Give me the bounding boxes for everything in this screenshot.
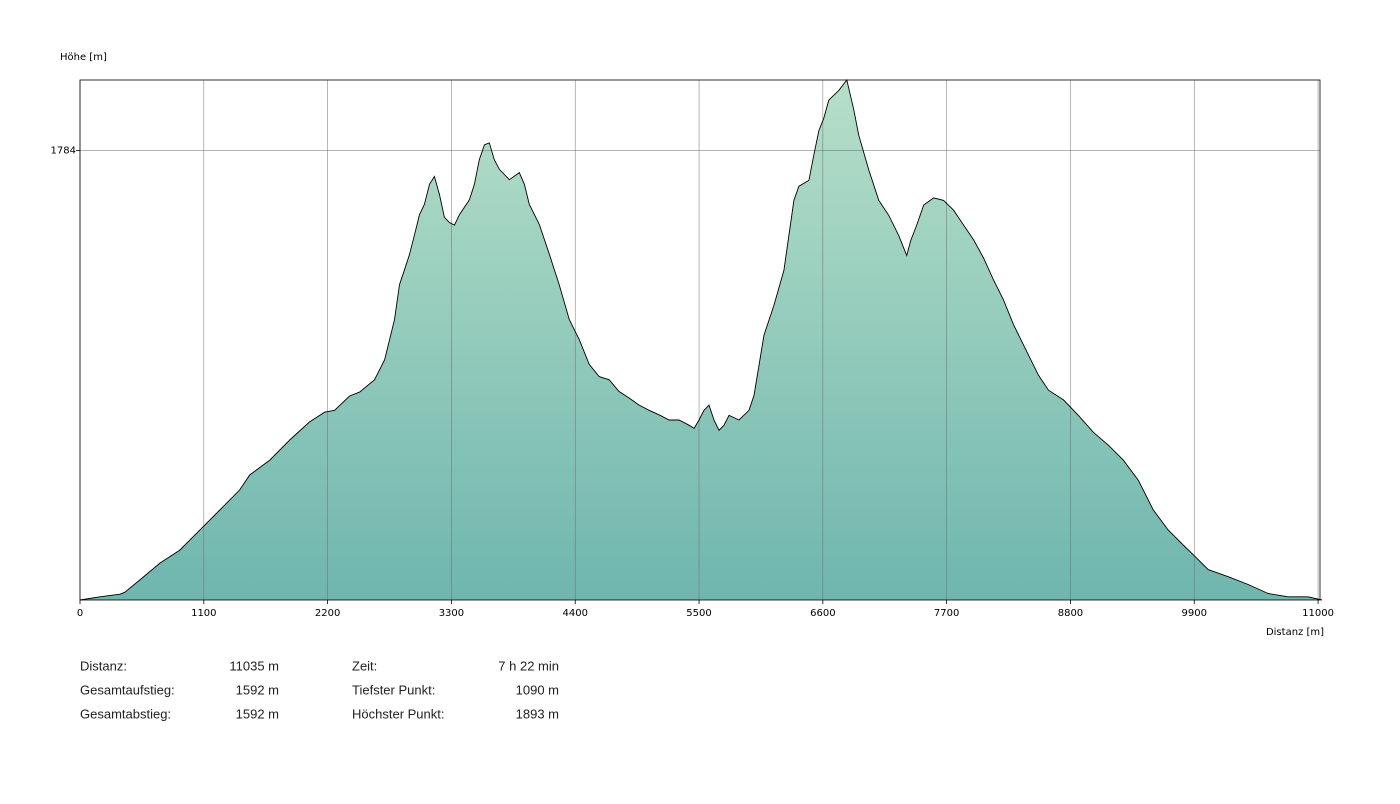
x-tick-label: 0 (77, 608, 83, 619)
stat-value: 1893 m (516, 706, 559, 721)
x-tick-label: 2200 (315, 608, 340, 619)
x-tick-label: 3300 (439, 608, 464, 619)
stat-value: 11035 m (229, 658, 279, 673)
x-tick-label: 9900 (1182, 608, 1207, 619)
x-tick-label: 5500 (686, 608, 711, 619)
y-tick-label: 1784 (51, 146, 76, 157)
stat-label: Distanz: (80, 658, 127, 673)
plot-frame (79, 79, 1321, 601)
x-tick-label: 7700 (934, 608, 959, 619)
stat-label: Höchster Punkt: (352, 706, 445, 721)
stat-value: 1592 m (236, 706, 279, 721)
x-tick-label: 4400 (562, 608, 587, 619)
x-tick-label: 1100 (191, 608, 216, 619)
elevation-line (79, 78, 1323, 601)
y-axis-label: Höhe [m] (60, 52, 107, 63)
x-tick-label: 6600 (810, 608, 835, 619)
x-tick-label: 8800 (1058, 608, 1083, 619)
stat-label: Gesamtaufstieg: (80, 682, 175, 697)
stat-label: Zeit: (352, 658, 377, 673)
area-fill (80, 80, 1322, 600)
stat-label: Gesamtabstieg: (80, 706, 171, 721)
stat-value: 1090 m (516, 682, 559, 697)
stat-value: 7 h 22 min (498, 658, 559, 673)
x-tick-label: 11000 (1302, 608, 1334, 619)
stat-value: 1592 m (236, 682, 279, 697)
x-axis-label: Distanz [m] (1266, 627, 1324, 638)
stat-label: Tiefster Punkt: (352, 682, 435, 697)
